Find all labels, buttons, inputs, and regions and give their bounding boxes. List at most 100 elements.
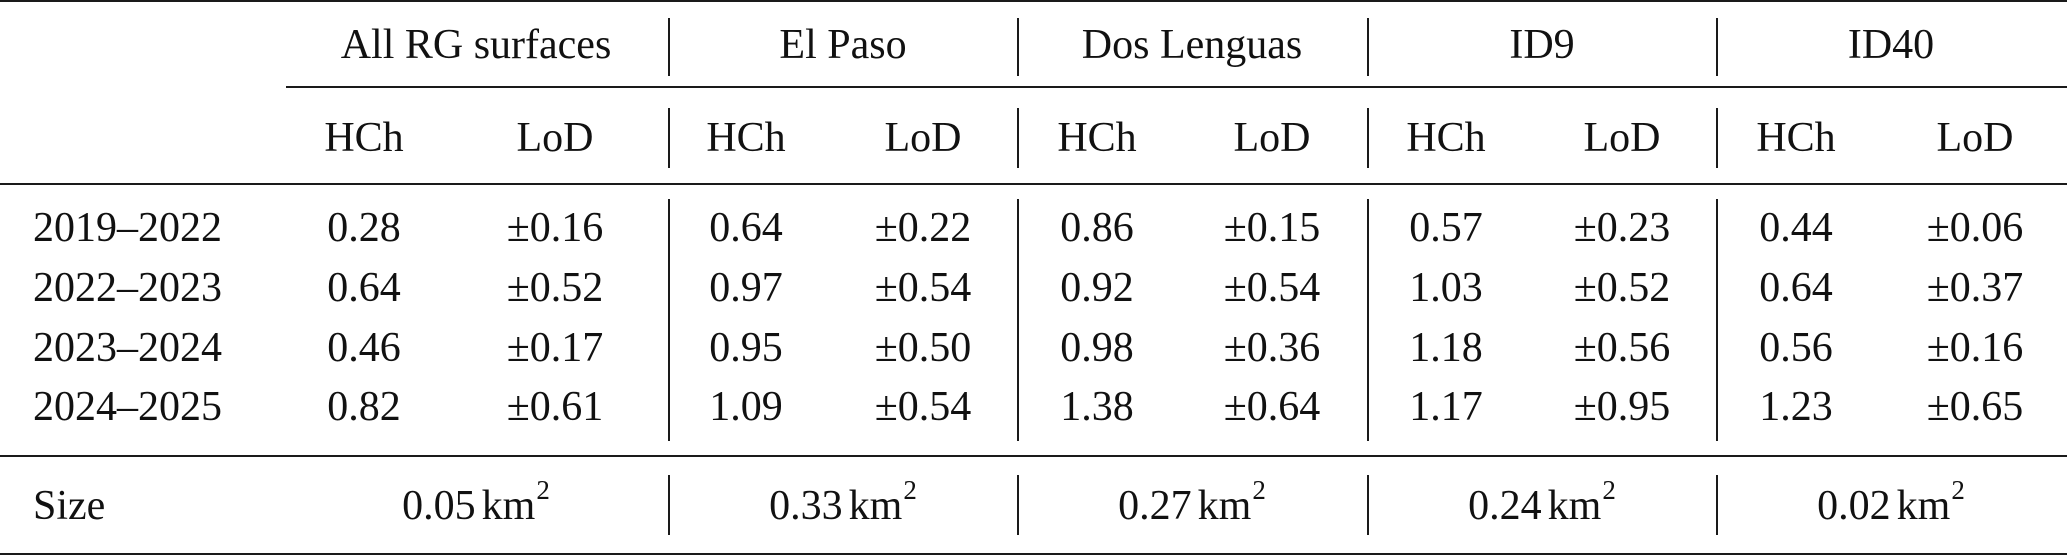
subheader-hch: HCh xyxy=(706,115,786,161)
table-cell: ±0.36 xyxy=(1223,325,1321,371)
table-cell: ±0.61 xyxy=(506,384,604,430)
size-value: 0.27 km2 xyxy=(1118,477,1266,529)
header-bottom-rule xyxy=(0,183,2067,185)
size-number: 0.05 xyxy=(402,483,476,529)
table-cell: ±0.52 xyxy=(1573,265,1671,311)
table-cell: 0.97 xyxy=(709,265,783,311)
table-cell: ±0.54 xyxy=(874,384,972,430)
group-separator xyxy=(1716,199,1718,441)
table-cell: 1.38 xyxy=(1060,384,1134,430)
table-cell: 0.82 xyxy=(327,384,401,430)
table-cell: ±0.15 xyxy=(1223,205,1321,251)
size-exponent: 2 xyxy=(1951,475,1965,505)
table-cell: 1.18 xyxy=(1409,325,1483,371)
table-cell: 0.28 xyxy=(327,205,401,251)
bottom-rule xyxy=(0,553,2067,555)
top-rule xyxy=(0,0,2067,2)
table-cell: ±0.17 xyxy=(506,325,604,371)
table-cell: ±0.65 xyxy=(1926,384,2024,430)
size-exponent: 2 xyxy=(536,475,550,505)
table-cell: 0.98 xyxy=(1060,325,1134,371)
table-cell: ±0.16 xyxy=(506,205,604,251)
group-separator xyxy=(1017,18,1019,76)
table-cell: ±0.23 xyxy=(1573,205,1671,251)
table-cell: ±0.64 xyxy=(1223,384,1321,430)
table-cell: ±0.16 xyxy=(1926,325,2024,371)
size-number: 0.33 xyxy=(769,483,843,529)
group-separator xyxy=(1367,199,1369,441)
row-period: 2024–2025 xyxy=(33,384,222,430)
table-cell: ±0.06 xyxy=(1926,205,2024,251)
table-cell: ±0.56 xyxy=(1573,325,1671,371)
row-period: 2019–2022 xyxy=(33,205,222,251)
size-value: 0.24 km2 xyxy=(1468,477,1616,529)
size-label: Size xyxy=(33,483,106,529)
table-cell: 0.56 xyxy=(1759,325,1833,371)
row-period: 2023–2024 xyxy=(33,325,222,371)
table-cell: ±0.52 xyxy=(506,265,604,311)
group-separator xyxy=(1017,199,1019,441)
group-separator xyxy=(1017,475,1019,535)
subheader-lod: LoD xyxy=(1936,115,2014,161)
group-separator xyxy=(1367,475,1369,535)
table-cell: 0.57 xyxy=(1409,205,1483,251)
group-separator xyxy=(668,18,670,76)
group-separator xyxy=(1716,475,1718,535)
group-header-id40: ID40 xyxy=(1847,22,1935,68)
group-separator xyxy=(1367,108,1369,168)
group-separator xyxy=(1017,108,1019,168)
table-cell: 0.64 xyxy=(327,265,401,311)
size-exponent: 2 xyxy=(903,475,917,505)
table-cell: 0.64 xyxy=(709,205,783,251)
size-number: 0.27 xyxy=(1118,483,1192,529)
subheader-lod: LoD xyxy=(1233,115,1311,161)
size-unit: km xyxy=(1547,483,1602,529)
size-unit: km xyxy=(481,483,536,529)
group-separator xyxy=(668,108,670,168)
table-cell: 1.17 xyxy=(1409,384,1483,430)
row-period: 2022–2023 xyxy=(33,265,222,311)
subheader-lod: LoD xyxy=(884,115,962,161)
table-cell: 1.09 xyxy=(709,384,783,430)
subheader-hch: HCh xyxy=(1057,115,1137,161)
table-cell: 0.92 xyxy=(1060,265,1134,311)
group-header-id9: ID9 xyxy=(1509,22,1575,68)
size-number: 0.02 xyxy=(1817,483,1891,529)
table-cell: ±0.22 xyxy=(874,205,972,251)
size-unit: km xyxy=(1197,483,1252,529)
table-cell: ±0.50 xyxy=(874,325,972,371)
size-value: 0.33 km2 xyxy=(769,477,917,529)
table-cell: 0.86 xyxy=(1060,205,1134,251)
table-cell: 0.44 xyxy=(1759,205,1833,251)
subheader-hch: HCh xyxy=(1756,115,1836,161)
size-exponent: 2 xyxy=(1252,475,1266,505)
group-header-dos-lenguas: Dos Lenguas xyxy=(1081,22,1303,68)
group-separator xyxy=(668,199,670,441)
table-cell: 1.03 xyxy=(1409,265,1483,311)
table-cell: ±0.37 xyxy=(1926,265,2024,311)
table-cell: ±0.54 xyxy=(874,265,972,311)
size-value: 0.02 km2 xyxy=(1817,477,1965,529)
size-value: 0.05 km2 xyxy=(402,477,550,529)
subheader-hch: HCh xyxy=(324,115,404,161)
size-exponent: 2 xyxy=(1602,475,1616,505)
subheader-lod: LoD xyxy=(516,115,594,161)
table-cell: ±0.54 xyxy=(1223,265,1321,311)
size-top-rule xyxy=(0,455,2067,457)
group-header-el-paso: El Paso xyxy=(779,22,907,68)
table-cell: ±0.95 xyxy=(1573,384,1671,430)
subheader-hch: HCh xyxy=(1406,115,1486,161)
group-separator xyxy=(1716,108,1718,168)
group-underline xyxy=(286,86,2067,88)
table-cell: 0.64 xyxy=(1759,265,1833,311)
group-header-all-rg-surfaces: All RG surfaces xyxy=(340,22,612,68)
group-separator xyxy=(1716,18,1718,76)
size-unit: km xyxy=(1896,483,1951,529)
table-cell: 0.46 xyxy=(327,325,401,371)
group-separator xyxy=(668,475,670,535)
table-cell: 1.23 xyxy=(1759,384,1833,430)
size-number: 0.24 xyxy=(1468,483,1542,529)
subheader-lod: LoD xyxy=(1583,115,1661,161)
group-separator xyxy=(1367,18,1369,76)
table-cell: 0.95 xyxy=(709,325,783,371)
